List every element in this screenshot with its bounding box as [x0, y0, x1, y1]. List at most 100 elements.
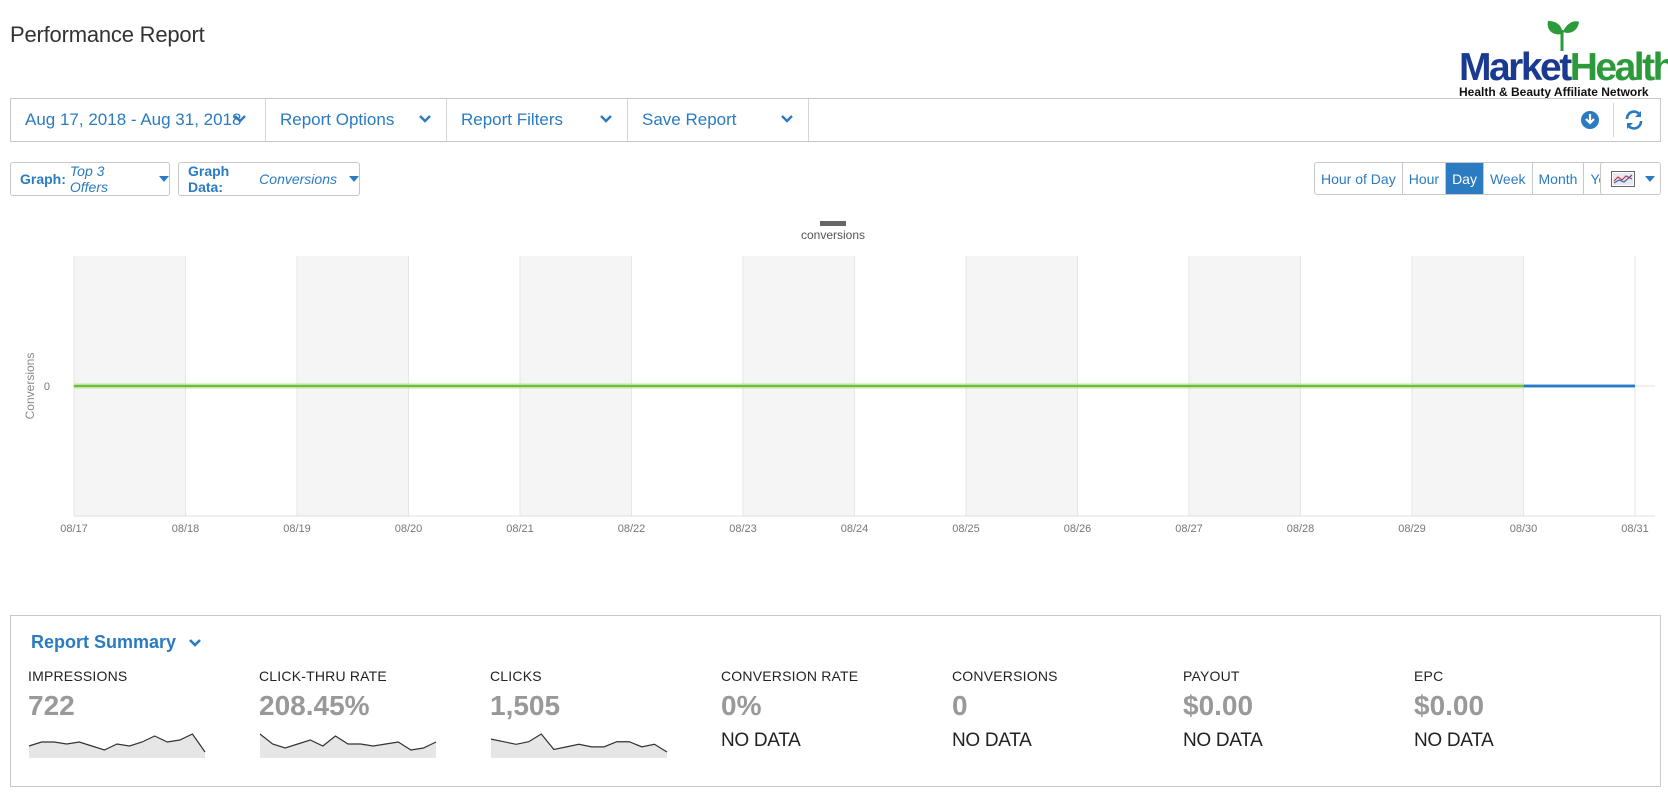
metric-value: 1,505: [490, 690, 561, 721]
metric-sparkline: [28, 733, 206, 758]
data-point: [854, 385, 855, 387]
x-tick-label: 08/24: [841, 523, 869, 535]
report-options-label: Report Options: [280, 110, 395, 129]
data-point: [408, 385, 409, 387]
chart-type-button[interactable]: [1600, 162, 1661, 195]
x-tick-label: 08/17: [60, 523, 88, 535]
x-tick-label: 08/21: [506, 523, 534, 535]
caret-down-icon: [1645, 175, 1655, 182]
chevron-down-icon: [189, 638, 201, 647]
x-tick-label: 08/28: [1287, 523, 1315, 535]
metric-value: $0.00: [1183, 690, 1254, 721]
x-tick-label: 08/29: [1398, 523, 1426, 535]
report-toolbar: Aug 17, 2018 - Aug 31, 2018 Report Optio…: [10, 98, 1661, 142]
report-filters-label: Report Filters: [461, 110, 564, 129]
y-axis-label: Conversions: [23, 353, 37, 420]
x-tick-label: 08/31: [1621, 523, 1649, 535]
metric-label: EPC: [1414, 668, 1444, 684]
data-point: [519, 385, 521, 387]
logo-brand: MarketHealth: [1459, 46, 1668, 89]
x-tick-label: 08/25: [952, 523, 980, 535]
sparkline-line: [259, 733, 437, 751]
conversions-chart: 0 Conversions 08/17 08/18 08/19 08/20 08/21 08/…: [23, 221, 1655, 535]
graph-value: Top 3 Offers: [69, 163, 109, 195]
toolbar-divider: [1613, 103, 1614, 137]
metric-no-data: NO DATA: [721, 730, 801, 751]
metric-value: 0: [952, 690, 968, 721]
chevron-down-icon: [781, 115, 793, 123]
metric-label: CLICK-THRU RATE: [259, 668, 387, 684]
x-tick-label: 08/19: [283, 523, 311, 535]
metric-label: CONVERSIONS: [952, 668, 1058, 684]
metric-conversion-rate: CONVERSION RATE 0% NO DATA: [721, 668, 941, 752]
graph-select-button[interactable]: Graph: Top 3 Offers: [10, 162, 170, 196]
metric-impressions: IMPRESSIONS 722: [28, 668, 248, 760]
metric-value: 208.45%: [259, 690, 370, 721]
data-point: [1523, 385, 1524, 387]
metric-clicks: CLICKS 1,505: [490, 668, 710, 760]
granularity-hour-of-day[interactable]: Hour of Day: [1315, 163, 1403, 194]
sparkline-area: [260, 734, 436, 758]
leaf-icon: [1547, 21, 1579, 51]
report-summary-title: Report Summary: [31, 632, 177, 652]
refresh-icon[interactable]: [1623, 109, 1645, 131]
report-options-dropdown[interactable]: Report Options: [266, 99, 447, 141]
data-point: [73, 385, 75, 387]
caret-down-icon: [349, 176, 359, 182]
save-report-label: Save Report: [642, 110, 737, 129]
granularity-month[interactable]: Month: [1533, 163, 1585, 194]
x-tick-label: 08/30: [1510, 523, 1538, 535]
data-point: [1634, 385, 1636, 387]
chevron-down-icon: [419, 115, 431, 123]
y-tick-label: 0: [44, 381, 50, 393]
x-tick-label: 08/26: [1064, 523, 1092, 535]
report-filters-dropdown[interactable]: Report Filters: [447, 99, 628, 141]
metric-value: $0.00: [1414, 690, 1485, 721]
metric-no-data: NO DATA: [1183, 730, 1263, 751]
save-report-dropdown[interactable]: Save Report: [628, 99, 809, 141]
data-point: [742, 385, 744, 387]
download-circle-icon[interactable]: [1579, 109, 1601, 131]
graph-data-select-button[interactable]: Graph Data: Conversions: [178, 162, 360, 196]
sparkline-line: [28, 733, 206, 753]
report-summary-panel: Report Summary IMPRESSIONS 722 CLICK-THRU …: [10, 615, 1661, 787]
legend-label: conversions: [801, 228, 865, 242]
graph-data-label: Graph Data:: [188, 163, 230, 195]
granularity-week[interactable]: Week: [1484, 163, 1533, 194]
sparkline-line: [490, 733, 668, 753]
x-tick-label: 08/18: [172, 523, 200, 535]
metric-payout: PAYOUT $0.00 NO DATA: [1183, 668, 1403, 752]
sparkline-area: [491, 734, 667, 758]
logo-tagline: Health & Beauty Affiliate Network: [1459, 85, 1649, 99]
chevron-down-icon: [600, 115, 612, 123]
metric-label: IMPRESSIONS: [28, 668, 128, 684]
metric-value: 0%: [721, 690, 762, 721]
date-range-dropdown[interactable]: Aug 17, 2018 - Aug 31, 2018: [11, 99, 266, 141]
x-tick-label: 08/23: [729, 523, 757, 535]
graph-label: Graph:: [20, 171, 66, 187]
report-summary-toggle[interactable]: Report Summary: [31, 632, 202, 653]
graph-data-value: Conversions: [259, 171, 337, 187]
granularity-hour[interactable]: Hour: [1403, 163, 1447, 194]
granularity-day[interactable]: Day: [1446, 163, 1484, 194]
metric-label: PAYOUT: [1183, 668, 1240, 684]
metric-no-data: NO DATA: [1414, 730, 1494, 751]
sparkline-area: [29, 734, 205, 758]
data-point: [631, 385, 632, 387]
data-point: [1411, 385, 1413, 387]
metric-conversions: CONVERSIONS 0 NO DATA: [952, 668, 1172, 752]
metric-label: CLICKS: [490, 668, 542, 684]
x-tick-label: 08/20: [395, 523, 423, 535]
chart-thumbnail-icon: [1611, 170, 1635, 187]
x-tick-label: 08/22: [618, 523, 646, 535]
granularity-group: Hour of Day Hour Day Week Month Year: [1314, 162, 1626, 195]
caret-down-icon: [159, 176, 169, 182]
metric-epc: EPC $0.00 NO DATA: [1414, 668, 1634, 752]
metric-click-thru-rate: CLICK-THRU RATE 208.45%: [259, 668, 479, 760]
market-health-logo: MarketHealth Health & Beauty Affiliate N…: [1457, 18, 1668, 99]
data-point: [1188, 385, 1190, 387]
metric-label: CONVERSION RATE: [721, 668, 859, 684]
metric-no-data: NO DATA: [952, 730, 1032, 751]
chevron-down-icon: [234, 115, 246, 123]
x-tick-label: 08/27: [1175, 523, 1203, 535]
